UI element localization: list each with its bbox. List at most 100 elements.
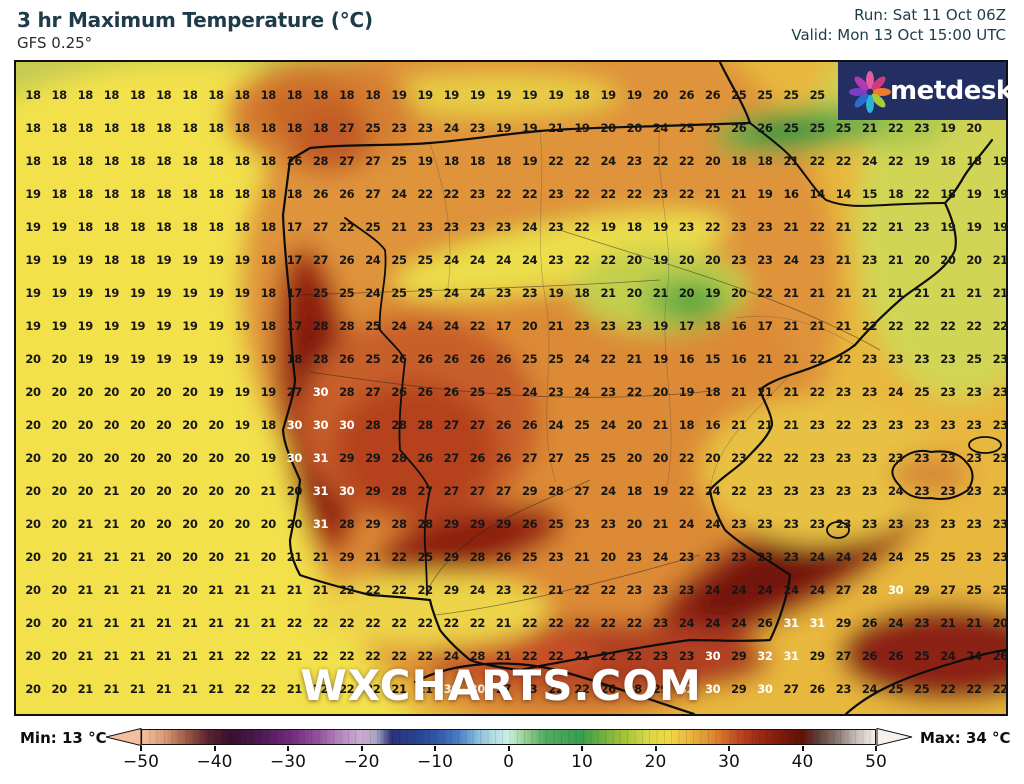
temp-value: 25 bbox=[365, 121, 381, 135]
temp-value: 20 bbox=[156, 484, 172, 498]
temp-value: 27 bbox=[495, 484, 512, 498]
temp-value: 25 bbox=[522, 550, 538, 564]
temp-value: 24 bbox=[522, 220, 538, 234]
temp-value: 22 bbox=[548, 682, 564, 696]
temp-value: 20 bbox=[731, 286, 747, 300]
temp-value: 17 bbox=[286, 319, 303, 333]
temp-value: 18 bbox=[678, 418, 695, 432]
temp-value: 21 bbox=[286, 649, 303, 663]
temp-value: 22 bbox=[339, 616, 355, 630]
temp-value: 18 bbox=[77, 121, 94, 135]
temp-value: 21 bbox=[835, 220, 852, 234]
temp-value: 22 bbox=[600, 583, 616, 597]
temp-value: 24 bbox=[522, 385, 538, 399]
temp-value: 21 bbox=[391, 682, 407, 696]
temp-value: 22 bbox=[391, 616, 407, 630]
temp-value: 22 bbox=[443, 187, 460, 201]
temp-value: 21 bbox=[103, 550, 120, 564]
temp-value: 20 bbox=[156, 451, 172, 465]
temp-value: 20 bbox=[77, 418, 94, 432]
temp-value: 21 bbox=[652, 517, 669, 531]
temp-value: 19 bbox=[234, 385, 251, 399]
colorbar-tick-label: 0 bbox=[503, 752, 514, 772]
temp-value: 20 bbox=[25, 451, 41, 465]
temp-value: 21 bbox=[391, 220, 407, 234]
temp-value: 28 bbox=[339, 517, 355, 531]
temp-value: 26 bbox=[861, 649, 878, 663]
temp-value: 23 bbox=[861, 418, 878, 432]
temp-value: 28 bbox=[391, 517, 407, 531]
temp-value: 20 bbox=[260, 550, 277, 564]
temp-value: 18 bbox=[25, 121, 41, 135]
temp-value: 19 bbox=[129, 319, 146, 333]
temp-value: 21 bbox=[365, 550, 381, 564]
temp-value: 19 bbox=[51, 286, 68, 300]
temp-value: 21 bbox=[77, 583, 94, 597]
temp-value: 22 bbox=[600, 352, 616, 366]
temp-value: 25 bbox=[678, 121, 695, 135]
temp-value: 22 bbox=[339, 220, 355, 234]
temp-value: 26 bbox=[417, 385, 433, 399]
temp-value: 14 bbox=[835, 187, 852, 201]
temp-value: 28 bbox=[365, 418, 381, 432]
temp-value: 19 bbox=[103, 352, 120, 366]
temp-value: 22 bbox=[522, 616, 538, 630]
temp-value: 20 bbox=[103, 385, 120, 399]
temp-value: 20 bbox=[51, 385, 68, 399]
temp-value: 28 bbox=[391, 484, 407, 498]
temp-value: 22 bbox=[940, 319, 956, 333]
temp-value: 29 bbox=[809, 649, 826, 663]
colorbar-tick-label: −10 bbox=[417, 752, 453, 772]
temp-value: 20 bbox=[182, 451, 198, 465]
temp-value: 24 bbox=[731, 616, 747, 630]
temp-value: 25 bbox=[574, 418, 590, 432]
temp-value: 18 bbox=[77, 187, 94, 201]
temp-value: 22 bbox=[757, 286, 773, 300]
temp-value: 19 bbox=[443, 88, 460, 102]
temp-value: 19 bbox=[208, 352, 224, 366]
temp-value: 31 bbox=[312, 484, 329, 498]
temp-value: 19 bbox=[652, 220, 669, 234]
temp-value: 20 bbox=[966, 121, 982, 135]
temp-value: 23 bbox=[731, 451, 747, 465]
temp-value: 22 bbox=[312, 616, 329, 630]
temp-value: 23 bbox=[914, 418, 930, 432]
temp-value: 29 bbox=[443, 583, 460, 597]
temp-value: 26 bbox=[731, 121, 747, 135]
temp-value: 16 bbox=[705, 418, 721, 432]
temp-value: 22 bbox=[469, 319, 486, 333]
temp-value: 20 bbox=[705, 154, 721, 168]
temp-value: 27 bbox=[469, 484, 486, 498]
temp-value: 18 bbox=[156, 187, 172, 201]
temp-value: 21 bbox=[992, 253, 1009, 267]
temp-value: 25 bbox=[600, 451, 616, 465]
temp-value: 23 bbox=[861, 385, 878, 399]
temp-value: 21 bbox=[548, 319, 564, 333]
temp-value: 19 bbox=[208, 385, 224, 399]
temp-value: 18 bbox=[574, 88, 590, 102]
temp-value: 25 bbox=[417, 253, 433, 267]
temp-value: 25 bbox=[574, 451, 590, 465]
temp-value: 19 bbox=[626, 88, 643, 102]
temp-value: 20 bbox=[626, 286, 643, 300]
temp-value: 23 bbox=[888, 451, 904, 465]
temp-value: 18 bbox=[339, 88, 355, 102]
temp-value: 22 bbox=[260, 682, 277, 696]
temp-value: 23 bbox=[966, 451, 982, 465]
temp-value: 18 bbox=[312, 121, 329, 135]
temp-value: 27 bbox=[469, 418, 486, 432]
temp-value: 19 bbox=[129, 352, 146, 366]
temp-value: 24 bbox=[888, 616, 904, 630]
temp-value: 20 bbox=[129, 451, 146, 465]
temp-value: 22 bbox=[626, 649, 643, 663]
temp-value: 27 bbox=[312, 220, 329, 234]
temp-value: 18 bbox=[129, 253, 146, 267]
temp-value: 27 bbox=[417, 484, 433, 498]
temp-value: 29 bbox=[443, 550, 460, 564]
temp-value: 18 bbox=[731, 154, 747, 168]
temp-value: 24 bbox=[365, 286, 381, 300]
temp-value: 23 bbox=[861, 484, 878, 498]
temp-value: 18 bbox=[234, 88, 251, 102]
temp-value: 29 bbox=[339, 550, 355, 564]
temp-value: 23 bbox=[522, 286, 538, 300]
